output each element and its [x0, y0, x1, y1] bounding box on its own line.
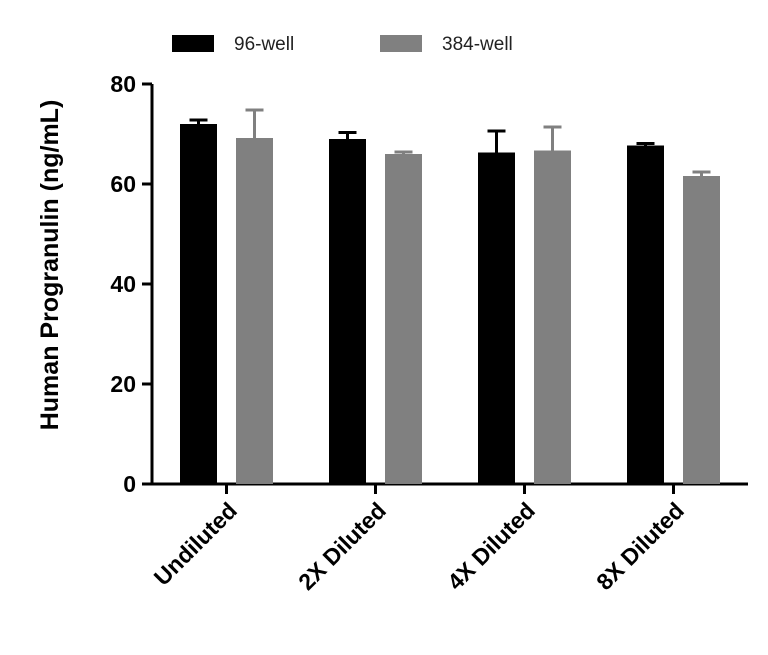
bar-96-well	[180, 124, 217, 484]
y-tick-label: 0	[123, 471, 136, 497]
legend-label: 384-well	[442, 34, 513, 55]
legend-swatch	[172, 35, 214, 52]
bars	[180, 108, 720, 484]
y-axis-label: Human Progranulin (ng/mL)	[36, 100, 64, 431]
bar-384-well	[683, 176, 720, 484]
x-tick-label: 4X Diluted	[442, 497, 540, 595]
x-tick-label: 8X Diluted	[591, 497, 689, 595]
bar-384-well	[534, 150, 571, 484]
y-tick-label: 80	[110, 71, 136, 97]
legend: 96-well 384-well	[172, 34, 513, 55]
y-tick-label: 60	[110, 171, 136, 197]
legend-swatch	[380, 35, 422, 52]
y-axis: 0 20 40 60 80	[110, 71, 154, 497]
x-axis: Undiluted 2X Diluted 4X Diluted 8X Diluted	[149, 482, 748, 595]
y-tick-label: 40	[110, 271, 136, 297]
x-tick-label: 2X Diluted	[293, 497, 391, 595]
legend-label: 96-well	[234, 34, 294, 55]
bar-96-well	[329, 139, 366, 484]
x-tick-label: Undiluted	[149, 497, 242, 590]
bar-96-well	[478, 152, 515, 484]
bar-384-well	[236, 138, 273, 484]
bar-96-well	[627, 145, 664, 484]
y-tick-label: 20	[110, 371, 136, 397]
bar-384-well	[385, 154, 422, 484]
